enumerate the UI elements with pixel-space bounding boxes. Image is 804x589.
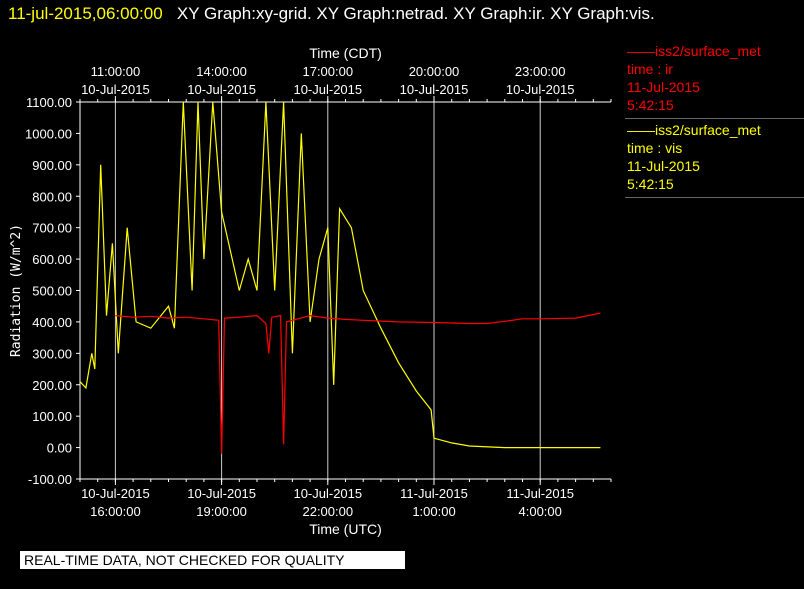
top-tick-date-0: 10-Jul-2015 (81, 82, 150, 97)
legend-date: 11-Jul-2015 (627, 79, 700, 95)
quality-notice: REAL-TIME DATA, NOT CHECKED FOR QUALITY (20, 551, 405, 569)
y-tick-label-8: 700.00 (32, 221, 72, 236)
y-tick-label-1: 0.00 (47, 441, 72, 456)
graph-titles: XY Graph:xy-grid. XY Graph:netrad. XY Gr… (176, 4, 655, 23)
graph-header: 11-jul-2015,06:00:00 XY Graph:xy-grid. X… (8, 4, 655, 24)
y-tick-label-9: 800.00 (32, 189, 72, 204)
top-tick-time-2: 17:00:00 (302, 64, 353, 79)
y-tick-label-4: 300.00 (32, 346, 72, 361)
legend-field: time : vis (627, 140, 683, 156)
top-tick-time-1: 14:00:00 (196, 64, 247, 79)
bottom-tick-date-2: 10-Jul-2015 (293, 486, 362, 501)
series-line-ir (115, 312, 601, 454)
y-tick-label-11: 1000.00 (25, 126, 72, 141)
bottom-tick-date-0: 10-Jul-2015 (81, 486, 150, 501)
timestamp: 11-jul-2015,06:00:00 (8, 4, 163, 23)
legend-date: 11-Jul-2015 (627, 158, 700, 174)
top-tick-date-4: 10-Jul-2015 (506, 82, 575, 97)
bottom-tick-time-0: 16:00:00 (90, 504, 141, 519)
tick-labels: -100.00 0.00 100.00 200.00 300.00 400.00 500.0… (9, 45, 575, 537)
legend-time: 5:42:15 (627, 176, 674, 192)
bottom-tick-time-2: 22:00:00 (302, 504, 353, 519)
legend-series-name: ——iss2/surface_met (627, 122, 761, 138)
top-tick-time-4: 23:00:00 (515, 64, 566, 79)
top-tick-time-3: 20:00:00 (409, 64, 460, 79)
y-tick-label-12: 1100.00 (26, 95, 72, 110)
axes (76, 96, 612, 485)
legend-time: 5:42:15 (627, 97, 674, 113)
top-tick-date-3: 10-Jul-2015 (400, 82, 469, 97)
legend: ——iss2/surface_met time : ir 11-Jul-2015… (625, 40, 804, 198)
bottom-tick-time-1: 19:00:00 (196, 504, 247, 519)
top-tick-time-0: 11:00:00 (91, 64, 141, 79)
series-lines (79, 101, 601, 454)
bottom-tick-date-4: 11-Jul-2015 (506, 486, 574, 501)
bottom-tick-date-1: 10-Jul-2015 (187, 486, 256, 501)
bottom-tick-time-3: 1:00:00 (412, 504, 455, 519)
y-axis-title: Radiation (W/m^2) (9, 224, 24, 357)
legend-series-name: ——iss2/surface_met (627, 43, 761, 59)
y-tick-label-3: 200.00 (32, 378, 72, 393)
legend-field: time : ir (627, 61, 673, 77)
y-tick-label-7: 600.00 (32, 252, 72, 267)
top-tick-date-2: 10-Jul-2015 (293, 82, 362, 97)
x-axis-title: Time (UTC) (309, 521, 382, 537)
y-tick-label-5: 400.00 (32, 315, 72, 330)
y-tick-label-0: -100.00 (28, 472, 72, 487)
legend-entry-ir: ——iss2/surface_met time : ir 11-Jul-2015… (625, 40, 804, 119)
legend-entry-vis: ——iss2/surface_met time : vis 11-Jul-201… (625, 119, 804, 198)
y-tick-label-2: 100.00 (32, 409, 72, 424)
top-axis-title: Time (CDT) (309, 45, 382, 61)
top-tick-date-1: 10-Jul-2015 (187, 82, 256, 97)
bottom-tick-date-3: 11-Jul-2015 (400, 486, 468, 501)
y-tick-label-10: 900.00 (32, 158, 72, 173)
grid-lines (114, 102, 541, 479)
bottom-tick-time-4: 4:00:00 (519, 504, 562, 519)
y-tick-label-6: 500.00 (32, 284, 72, 299)
series-line-vis (79, 101, 601, 449)
